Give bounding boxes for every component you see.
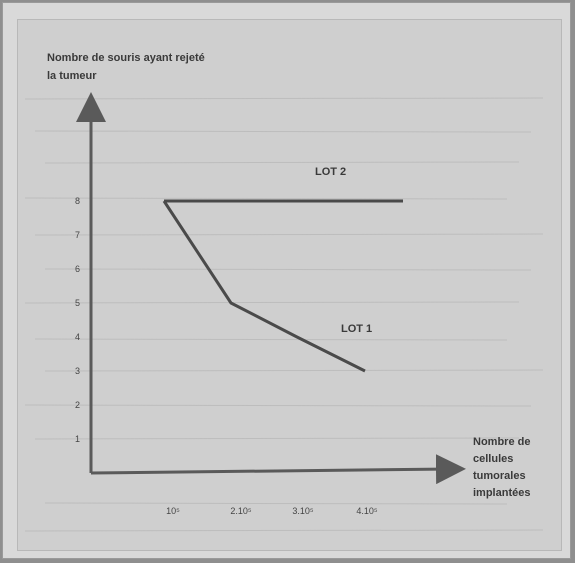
texture-line xyxy=(34,338,508,341)
y-tick-label: 5 xyxy=(75,298,80,308)
texture-line xyxy=(34,233,544,236)
texture-line xyxy=(44,502,508,505)
texture-line xyxy=(24,197,508,200)
chart-paper xyxy=(17,19,562,551)
x-axis-label-line-3: tumorales xyxy=(473,470,526,482)
texture-line xyxy=(24,97,544,100)
y-tick-label: 7 xyxy=(75,230,80,240)
y-tick-label: 1 xyxy=(75,434,80,444)
texture-line xyxy=(44,161,520,164)
y-tick-labels: 1 2 3 4 5 6 7 8 xyxy=(75,196,80,444)
x-tick-label: 2.10⁵ xyxy=(230,506,252,516)
x-tick-label: 4.10⁵ xyxy=(356,506,378,516)
x-tick-label: 10⁵ xyxy=(166,506,180,516)
x-tick-label: 3.10⁵ xyxy=(292,506,314,516)
series-label-lot-1: LOT 1 xyxy=(341,323,372,335)
y-axis-label-line-2: la tumeur xyxy=(47,70,97,82)
paper-texture-lines xyxy=(24,97,544,532)
texture-line xyxy=(24,301,520,304)
series-label-lot-2: LOT 2 xyxy=(315,166,346,178)
y-tick-label: 2 xyxy=(75,400,80,410)
y-tick-label: 8 xyxy=(75,196,80,206)
y-tick-label: 3 xyxy=(75,366,80,376)
series-lines xyxy=(162,199,403,373)
texture-line xyxy=(44,369,544,372)
figure-frame: Nombre de souris ayant rejeté la tumeur … xyxy=(2,2,571,559)
x-axis-label-line-4: implantées xyxy=(473,487,530,499)
y-tick-label: 6 xyxy=(75,264,80,274)
x-axis xyxy=(90,454,466,485)
texture-line xyxy=(34,130,532,133)
x-axis-label-line-1: Nombre de xyxy=(473,436,530,448)
texture-line xyxy=(24,529,544,532)
texture-line xyxy=(44,268,532,271)
series-line-lot-1 xyxy=(162,200,366,373)
y-tick-label: 4 xyxy=(75,332,80,342)
texture-line xyxy=(24,404,532,407)
line-chart: Nombre de souris ayant rejeté la tumeur … xyxy=(24,52,544,532)
x-axis-label-line-2: cellules xyxy=(473,453,513,465)
texture-line xyxy=(34,437,520,440)
x-tick-labels: 10⁵ 2.10⁵ 3.10⁵ 4.10⁵ xyxy=(166,506,378,516)
y-axis-label-line-1: Nombre de souris ayant rejeté xyxy=(47,52,205,64)
